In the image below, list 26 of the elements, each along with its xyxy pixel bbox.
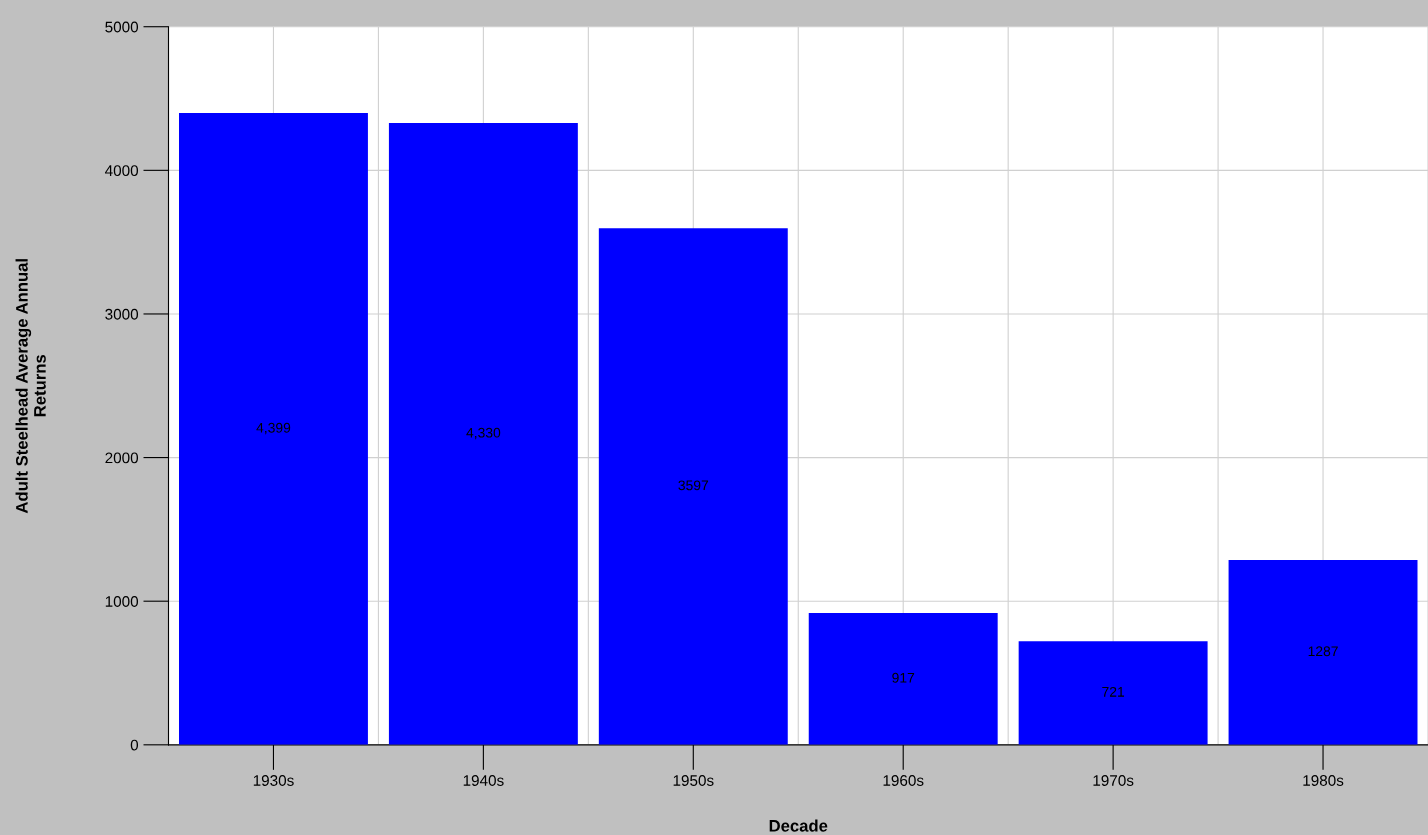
x-tick-label: 1950s (673, 775, 714, 786)
y-tick-label: 3000 (105, 308, 139, 320)
data-label: 4,399 (256, 422, 291, 435)
data-label: 3597 (678, 480, 709, 491)
bar (808, 613, 998, 745)
data-label: 917 (892, 672, 915, 683)
y-tick-label: 2000 (105, 452, 139, 464)
y-tick-label: 5000 (105, 21, 139, 33)
x-tick-label: 1930s (253, 775, 294, 786)
bar (1018, 641, 1208, 745)
x-tick-label: 1970s (1093, 775, 1134, 786)
x-tick-label: 1980s (1303, 775, 1344, 786)
data-label: 721 (1102, 686, 1125, 697)
y-tick-label: 1000 (105, 596, 139, 607)
x-tick-label: 1960s (883, 775, 924, 786)
bar (1228, 559, 1418, 745)
y-axis-title: Adult Steelhead Average Annual Returns (15, 259, 46, 514)
y-tick-label: 0 (130, 739, 139, 751)
x-tick-label: 1940s (463, 775, 504, 786)
bar (388, 122, 578, 745)
bar (598, 228, 788, 745)
data-label: 1287 (1308, 646, 1338, 657)
data-label: 4,330 (466, 427, 501, 440)
y-tick-label: 4000 (105, 165, 139, 177)
x-axis-title: Decade (769, 819, 828, 832)
bar (179, 113, 368, 745)
